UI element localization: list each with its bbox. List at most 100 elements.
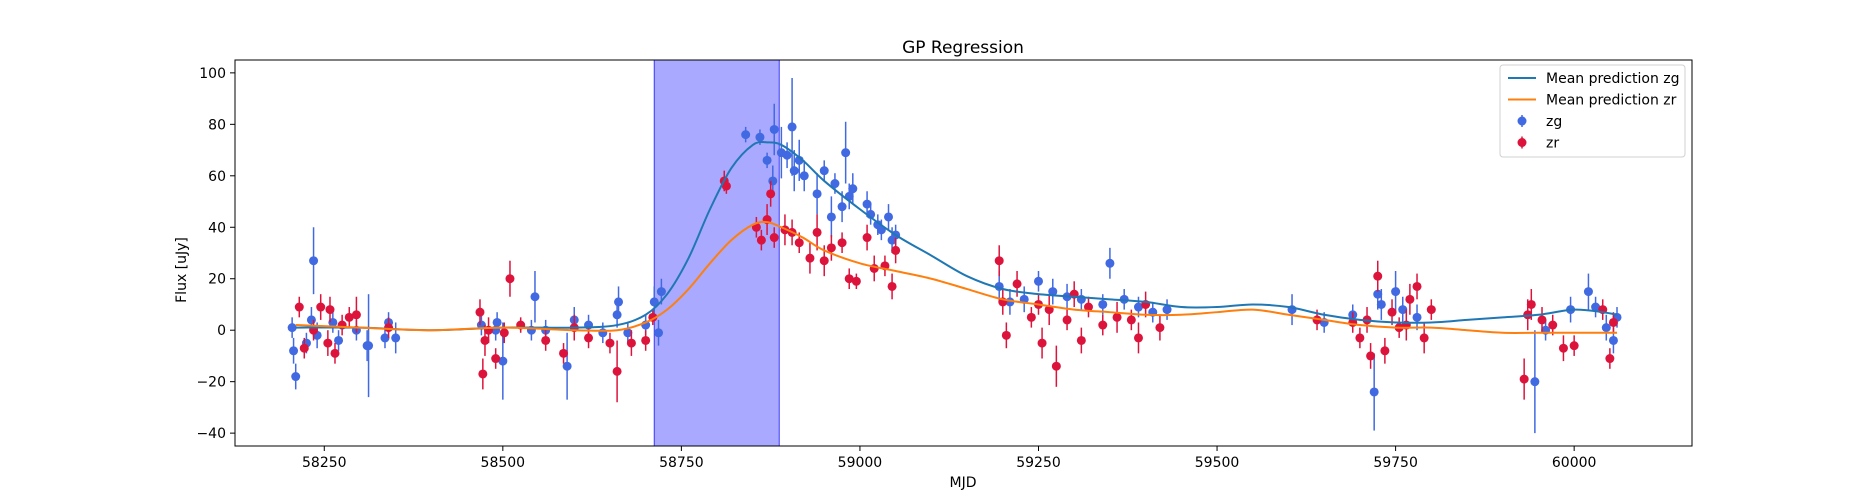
legend-marker-swatch xyxy=(1517,138,1527,147)
marker xyxy=(294,302,304,312)
data-point-zg xyxy=(789,150,799,192)
marker xyxy=(316,302,326,312)
data-point-zg xyxy=(782,142,792,169)
marker xyxy=(1412,281,1422,291)
legend-label: Mean prediction zr xyxy=(1546,93,1677,109)
marker xyxy=(887,281,897,291)
marker xyxy=(287,323,297,333)
data-point-zg xyxy=(391,322,401,354)
data-point-zr xyxy=(541,330,551,351)
marker xyxy=(1369,387,1379,397)
marker xyxy=(1001,330,1011,340)
marker xyxy=(492,317,502,327)
marker xyxy=(862,199,872,209)
marker xyxy=(391,333,401,343)
x-axis-label: MJD xyxy=(950,475,977,491)
data-point-zg xyxy=(1591,296,1601,318)
y-axis-label: Flux [uJy] xyxy=(174,237,190,303)
marker xyxy=(541,335,551,345)
data-point-zr xyxy=(1026,307,1036,328)
legend-item: Mean prediction zr xyxy=(1508,93,1677,109)
data-point-zg xyxy=(654,319,664,346)
marker xyxy=(769,233,779,243)
data-point-zr xyxy=(475,299,485,326)
data-point-zg xyxy=(1048,278,1058,305)
data-point-zr xyxy=(1001,322,1011,349)
marker xyxy=(1051,361,1061,371)
marker xyxy=(334,335,344,345)
marker xyxy=(654,328,664,338)
marker xyxy=(598,328,608,338)
zg-mean-line xyxy=(295,141,1618,332)
data-point-zg xyxy=(1105,247,1115,279)
legend-item: zg xyxy=(1517,114,1562,130)
marker xyxy=(1162,305,1172,315)
y-tick-label: 100 xyxy=(199,66,226,82)
marker xyxy=(1537,315,1547,325)
data-point-zg xyxy=(364,294,374,398)
data-point-zg xyxy=(1530,330,1540,434)
marker xyxy=(1083,302,1093,312)
data-point-zr xyxy=(1355,327,1365,349)
marker xyxy=(330,348,340,358)
marker xyxy=(1026,312,1036,322)
plot-frame xyxy=(234,59,1693,447)
marker xyxy=(306,315,316,325)
data-point-zr xyxy=(1112,301,1122,333)
data-point-zg xyxy=(1376,289,1386,320)
marker xyxy=(1133,302,1143,312)
data-point-zg xyxy=(812,173,822,215)
marker xyxy=(1033,276,1043,286)
data-point-zr xyxy=(1155,314,1165,341)
marker xyxy=(819,256,829,266)
marker xyxy=(1387,307,1397,317)
marker xyxy=(891,245,901,255)
marker xyxy=(1530,377,1540,387)
data-point-zg xyxy=(291,363,301,390)
legend-marker-swatch xyxy=(1517,116,1527,126)
legend: Mean prediction zg Mean prediction zr zg zr xyxy=(1499,64,1686,158)
marker xyxy=(1412,312,1422,322)
legend-box xyxy=(1499,64,1686,158)
x-tick-label: 58750 xyxy=(659,455,704,471)
x-tick-label: 59250 xyxy=(1016,455,1061,471)
data-point-zr xyxy=(1133,322,1143,354)
y-tick-label: 20 xyxy=(208,272,226,288)
marker xyxy=(559,348,569,358)
data-point-zr xyxy=(325,296,335,323)
data-point-zr xyxy=(344,307,354,328)
data-point-zg xyxy=(289,337,299,364)
data-point-zr xyxy=(805,242,815,274)
data-point-zr xyxy=(769,227,779,248)
marker xyxy=(1405,294,1415,304)
marker xyxy=(499,328,509,338)
marker xyxy=(1608,335,1618,345)
marker xyxy=(380,333,390,343)
data-point-zg xyxy=(762,152,772,169)
marker xyxy=(1601,323,1611,333)
data-point-zg xyxy=(1583,273,1593,310)
marker xyxy=(605,338,615,348)
data-point-zg xyxy=(1162,299,1172,320)
marker xyxy=(649,297,659,307)
marker xyxy=(323,338,333,348)
marker xyxy=(612,366,622,376)
marker xyxy=(1391,287,1401,297)
data-point-zg xyxy=(884,204,894,230)
data-point-zr xyxy=(1519,358,1529,400)
data-point-zr xyxy=(612,340,622,403)
marker xyxy=(812,227,822,237)
x-tick-label: 58250 xyxy=(302,455,347,471)
data-point-zr xyxy=(499,322,509,344)
y-tick-label: −40 xyxy=(196,426,226,442)
marker xyxy=(1558,343,1568,353)
marker xyxy=(1098,320,1108,330)
marker xyxy=(344,312,354,322)
data-point-zr xyxy=(1098,314,1108,336)
marker xyxy=(1608,317,1618,327)
marker xyxy=(805,253,815,263)
marker xyxy=(1526,299,1536,309)
marker xyxy=(1366,351,1376,361)
data-point-zg xyxy=(562,332,572,400)
marker xyxy=(782,150,792,160)
